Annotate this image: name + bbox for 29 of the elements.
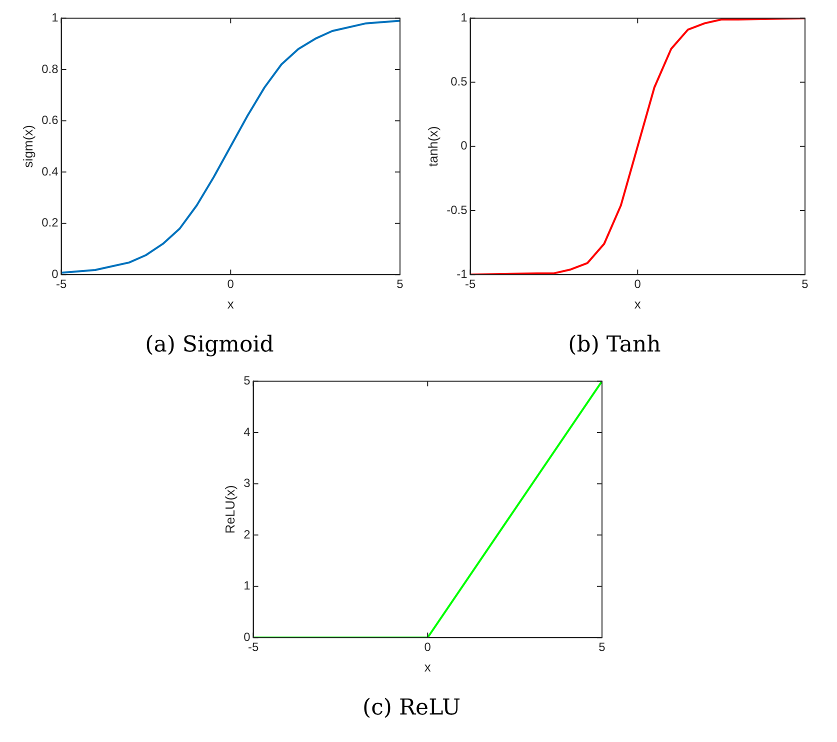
y-axis-title: tanh(x) — [424, 126, 440, 167]
x-tick-label: 5 — [396, 277, 404, 292]
x-axis-title: x — [634, 296, 641, 312]
x-tick-label: 5 — [598, 640, 606, 654]
y-tick-label: 2 — [244, 527, 251, 542]
y-axis-title: ReLU(x) — [222, 485, 238, 534]
y-tick-label: 0 — [460, 138, 468, 153]
y-tick-label: 5 — [244, 374, 251, 388]
y-tick-label: 1 — [244, 578, 251, 593]
x-tick-label: 5 — [801, 277, 808, 292]
x-axis-title: x — [226, 296, 234, 312]
y-tick-label: -0.5 — [446, 202, 468, 217]
x-tick-label: 0 — [424, 640, 432, 654]
text: (b) Tanh — [568, 332, 660, 358]
text: (a) Sigmoid — [144, 332, 274, 358]
y-tick-label: 3 — [244, 476, 251, 490]
y-tick-label: 1 — [51, 10, 58, 25]
text: (c) ReLU — [362, 696, 461, 721]
x-tick-label: 0 — [226, 277, 234, 292]
x-axis-title: x — [424, 659, 432, 674]
x-tick-label: 0 — [634, 277, 641, 292]
y-tick-label: 4 — [244, 424, 251, 439]
y-tick-label: 1 — [460, 10, 468, 25]
y-tick-label: 0.4 — [41, 164, 58, 178]
y-axis-title: sigm(x) — [20, 125, 35, 168]
y-tick-label: 0.5 — [450, 74, 468, 89]
y-tick-label: 0.2 — [41, 216, 58, 230]
y-tick-label: 0.6 — [41, 113, 58, 128]
y-tick-label: 0.8 — [41, 62, 58, 76]
